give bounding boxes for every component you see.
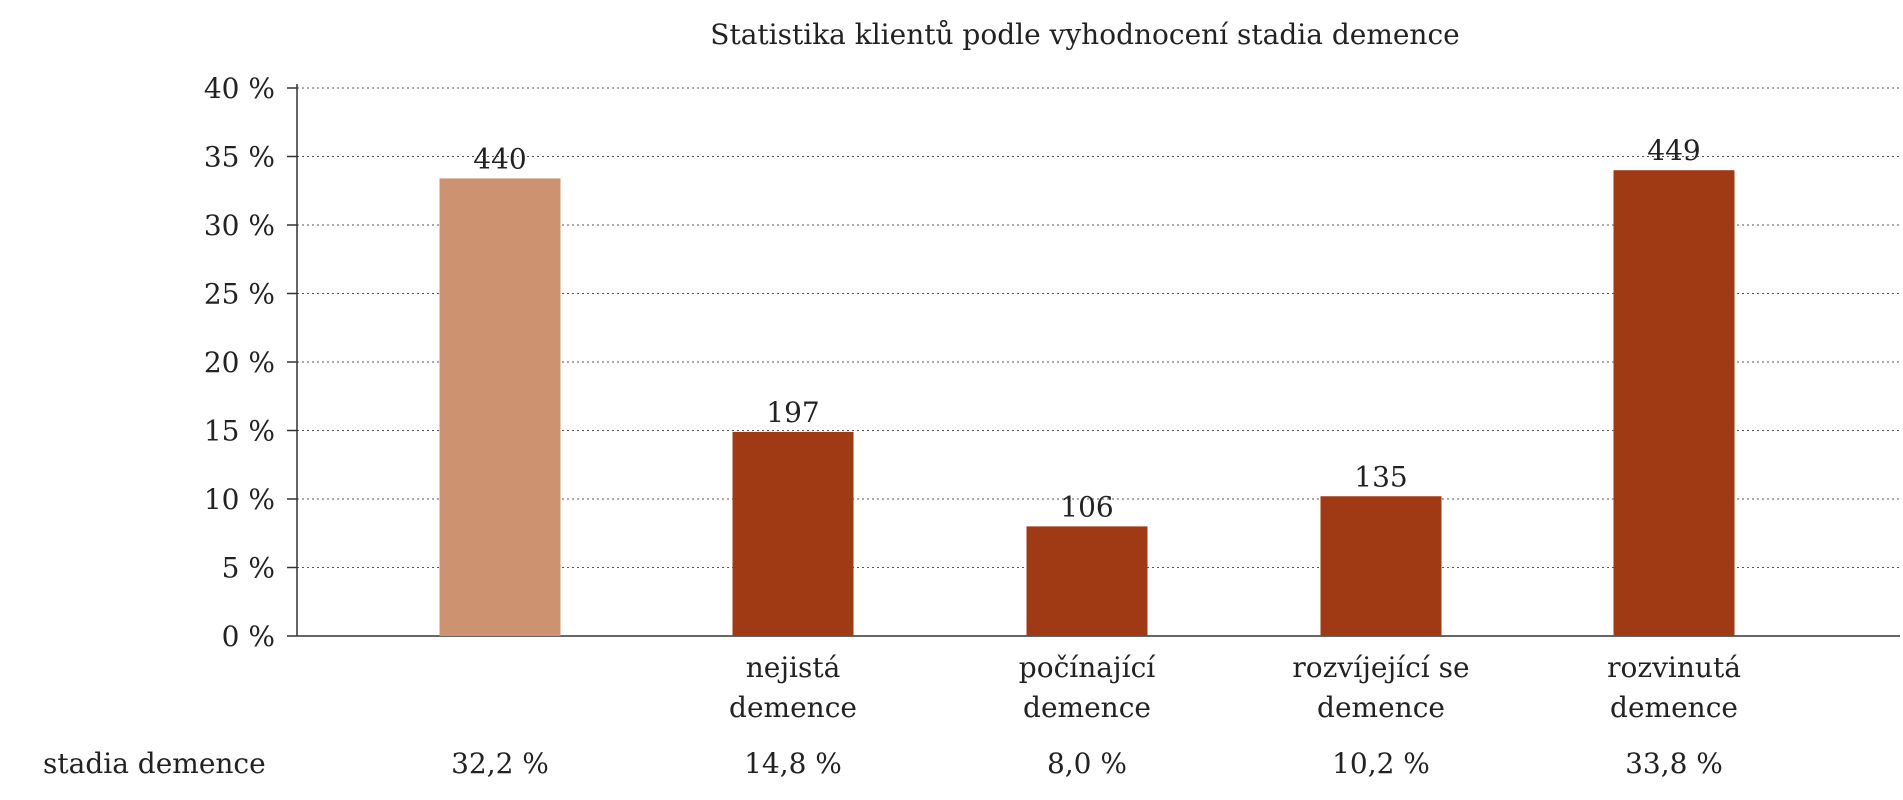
bar (1613, 170, 1735, 636)
bar (1026, 526, 1148, 636)
category-label: rozvinutá (1607, 651, 1741, 684)
data-labels: 440 197 106 135 449 (473, 134, 1700, 523)
y-tick-label: 5 % (222, 552, 275, 585)
row-value: 33,8 % (1625, 747, 1723, 780)
data-label: 440 (473, 142, 526, 175)
category-label: počínající (1019, 651, 1156, 684)
row-value: 32,2 % (451, 747, 549, 780)
category-label: demence (729, 691, 857, 724)
y-tick-label: 15 % (204, 415, 275, 448)
row-value: 10,2 % (1332, 747, 1430, 780)
chart-title: Statistika klientů podle vyhodnocení sta… (710, 18, 1459, 51)
bar (439, 178, 561, 637)
y-tick-label: 0 % (222, 620, 275, 653)
row-value: 8,0 % (1047, 747, 1127, 780)
axes: 0 % 5 % 10 % 15 % 20 % 25 % 30 % 35 % 40 % (204, 72, 1900, 653)
category-label: demence (1317, 691, 1445, 724)
y-tick-label: 25 % (204, 278, 275, 311)
bars (439, 170, 1735, 637)
category-labels: nejistá demence počínající demence rozvíjejí… (729, 651, 1741, 724)
data-label: 135 (1354, 460, 1407, 493)
percentage-row: stadia demence 32,2 % 14,8 % 8,0 % 10,2 % 33,… (43, 747, 1723, 780)
bar (1320, 496, 1442, 636)
row-value: 14,8 % (744, 747, 842, 780)
category-label: nejistá (746, 651, 841, 684)
category-label: rozvíjející se (1292, 651, 1469, 684)
y-tick-label: 35 % (204, 141, 275, 174)
y-tick-label: 10 % (204, 483, 275, 516)
data-label: 449 (1647, 134, 1700, 167)
row-label: stadia demence (43, 747, 266, 780)
bar (732, 431, 854, 636)
y-tick-label: 20 % (204, 346, 275, 379)
category-label: demence (1023, 691, 1151, 724)
y-tick-label: 40 % (204, 72, 275, 105)
category-label: demence (1610, 691, 1738, 724)
data-label: 106 (1060, 490, 1113, 523)
y-tick-label: 30 % (204, 209, 275, 242)
data-label: 197 (766, 396, 819, 429)
